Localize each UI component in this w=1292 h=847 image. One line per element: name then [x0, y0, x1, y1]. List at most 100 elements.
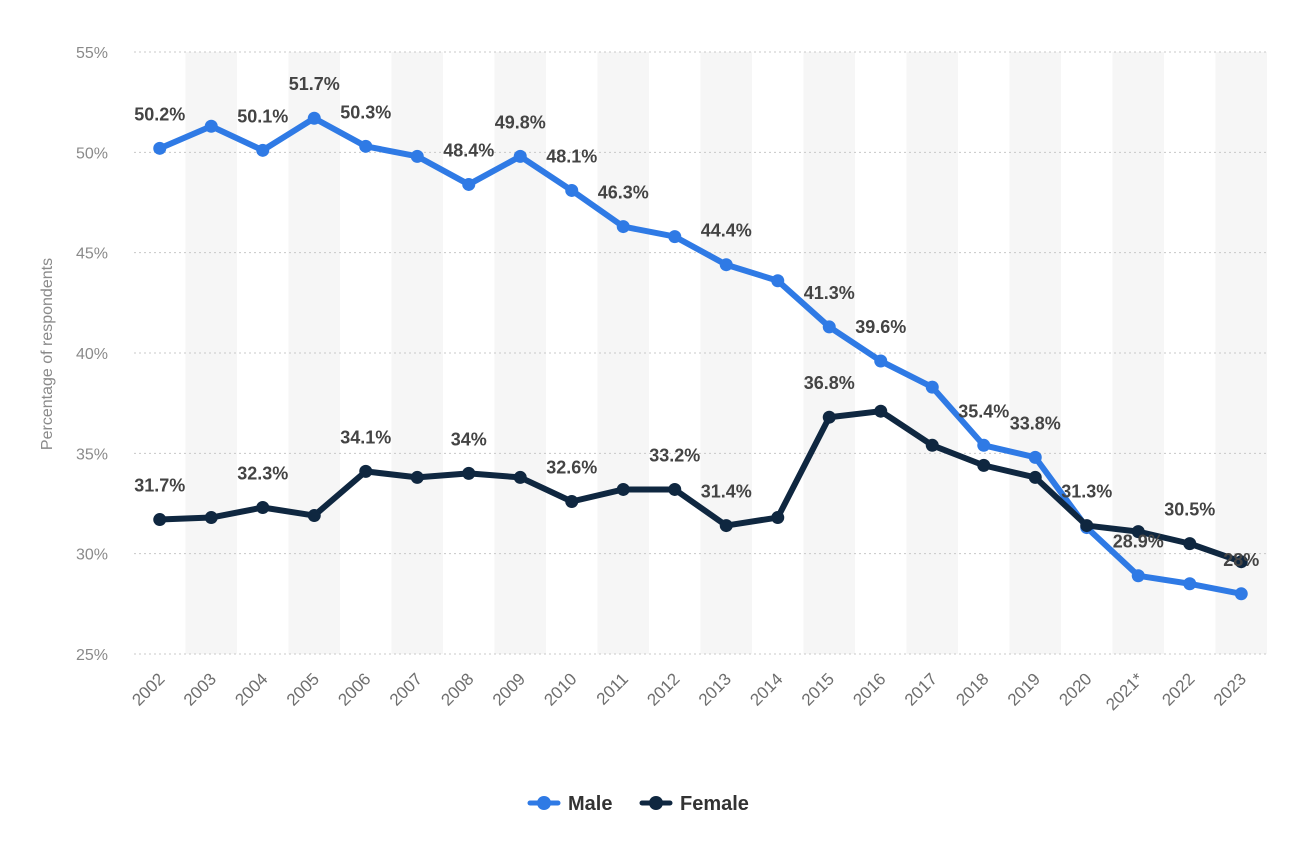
data-point-male[interactable]: [513, 149, 527, 163]
data-point-male[interactable]: [1131, 569, 1145, 583]
data-label: 39.6%: [855, 317, 906, 337]
data-label: 31.3%: [1061, 482, 1112, 502]
data-label: 35.4%: [958, 401, 1009, 421]
data-label: 49.8%: [495, 112, 546, 132]
x-tick-label: 2016: [849, 669, 889, 709]
y-tick-label: 30%: [76, 547, 108, 564]
x-tick-label: 2022: [1158, 669, 1198, 709]
data-point-female[interactable]: [1028, 470, 1042, 484]
legend-entry-male[interactable]: Male: [568, 793, 612, 815]
series-lines: [153, 111, 1248, 601]
data-point-male[interactable]: [410, 149, 424, 163]
legend-marker-female: [649, 796, 663, 810]
data-label: 48.1%: [546, 146, 597, 166]
data-point-female[interactable]: [513, 470, 527, 484]
x-axis-ticks: 2002 2003 2004 2005 2006 2007 2008 2009 2010 2011…: [128, 669, 1250, 714]
data-point-female[interactable]: [822, 410, 836, 424]
data-point-female[interactable]: [1183, 537, 1197, 551]
data-point-female[interactable]: [668, 482, 682, 496]
y-tick-label: 55%: [76, 45, 108, 62]
data-point-male[interactable]: [822, 320, 836, 334]
data-point-female[interactable]: [719, 519, 733, 533]
data-label: 48.4%: [443, 140, 494, 160]
x-tick-label: 2004: [231, 669, 271, 709]
data-point-male[interactable]: [925, 380, 939, 394]
data-point-male[interactable]: [565, 183, 579, 197]
x-tick-label: 2013: [695, 669, 735, 709]
data-point-female[interactable]: [256, 501, 270, 515]
data-point-female[interactable]: [874, 404, 888, 418]
x-tick-label: 2007: [386, 669, 426, 709]
data-point-female[interactable]: [925, 438, 939, 452]
data-point-female[interactable]: [462, 466, 476, 480]
data-label: 28%: [1223, 550, 1259, 570]
data-point-female[interactable]: [1131, 525, 1145, 539]
data-point-male[interactable]: [977, 438, 991, 452]
data-point-female[interactable]: [307, 509, 321, 523]
y-tick-label: 25%: [76, 647, 108, 664]
data-point-female[interactable]: [410, 470, 424, 484]
data-point-male[interactable]: [153, 141, 167, 155]
data-label: 51.7%: [289, 74, 340, 94]
data-point-male[interactable]: [668, 230, 682, 244]
data-label: 33.8%: [1010, 413, 1061, 433]
data-point-male[interactable]: [771, 274, 785, 288]
series-line-male: [156, 115, 1245, 597]
data-label: 41.3%: [804, 283, 855, 303]
data-point-male[interactable]: [256, 143, 270, 157]
data-label: 31.4%: [701, 482, 752, 502]
y-axis-ticks: 25% 30% 35% 40% 45% 50% 55%: [76, 45, 108, 664]
data-point-male[interactable]: [307, 111, 321, 125]
x-tick-label: 2005: [283, 669, 323, 709]
x-tick-label: 2003: [180, 669, 220, 709]
data-label: 33.2%: [649, 445, 700, 465]
data-label: 50.2%: [134, 104, 185, 124]
data-point-male[interactable]: [462, 177, 476, 191]
data-label: 31.7%: [134, 476, 185, 496]
data-label: 34.1%: [340, 427, 391, 447]
data-point-male[interactable]: [719, 258, 733, 272]
x-tick-label: 2011: [593, 669, 632, 708]
x-tick-label: 2009: [489, 669, 529, 709]
data-point-male[interactable]: [616, 220, 630, 234]
data-point-female[interactable]: [565, 494, 579, 508]
legend: Male Female: [527, 793, 749, 815]
x-tick-label: 2006: [334, 669, 374, 709]
data-labels: 50.2% 50.1%51.7%50.3% 48.4%49.8%48.1%46.3%…: [134, 74, 1259, 570]
y-tick-label: 40%: [76, 346, 108, 363]
y-tick-label: 50%: [76, 145, 108, 162]
data-point-female[interactable]: [1080, 519, 1094, 533]
data-point-female[interactable]: [1234, 555, 1248, 569]
data-label: 50.3%: [340, 102, 391, 122]
data-label: 30.5%: [1164, 500, 1215, 520]
x-tick-label: 2018: [952, 669, 992, 709]
data-point-female[interactable]: [204, 511, 218, 525]
data-point-male[interactable]: [1028, 450, 1042, 464]
x-tick-label: 2002: [128, 669, 168, 709]
data-point-female[interactable]: [616, 482, 630, 496]
y-tick-label: 35%: [76, 446, 108, 463]
x-tick-label: 2014: [746, 669, 786, 709]
data-point-male[interactable]: [1234, 587, 1248, 601]
x-tick-label: 2023: [1210, 669, 1250, 709]
data-point-male[interactable]: [204, 119, 218, 133]
data-label: 46.3%: [598, 183, 649, 203]
data-label: 34%: [451, 429, 487, 449]
data-point-female[interactable]: [771, 511, 785, 525]
data-point-female[interactable]: [977, 458, 991, 472]
data-point-female[interactable]: [153, 513, 167, 527]
data-point-male[interactable]: [874, 354, 888, 368]
data-point-male[interactable]: [1183, 577, 1197, 591]
data-label: 44.4%: [701, 221, 752, 241]
data-point-male[interactable]: [359, 139, 373, 153]
data-label: 32.3%: [237, 464, 288, 484]
data-point-female[interactable]: [359, 464, 373, 478]
legend-entry-female[interactable]: Female: [680, 793, 749, 815]
x-tick-label: 2020: [1055, 669, 1095, 709]
y-tick-label: 45%: [76, 246, 108, 263]
data-label: 36.8%: [804, 373, 855, 393]
alternating-year-bands: [185, 52, 1267, 654]
x-tick-label: 2012: [643, 669, 683, 709]
x-tick-label: 2019: [1004, 669, 1044, 709]
data-label: 28.9%: [1113, 532, 1164, 552]
